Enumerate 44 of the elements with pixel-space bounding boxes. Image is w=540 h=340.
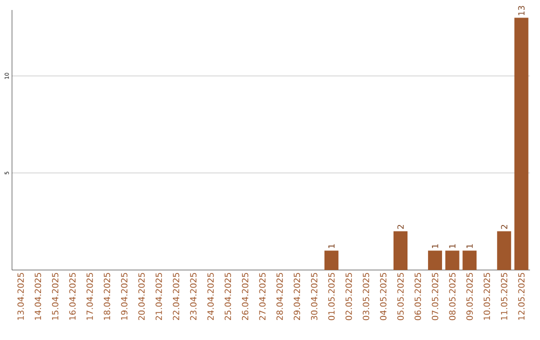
x-tick-label: 28.04.2025	[276, 272, 283, 320]
x-tick-label: 03.05.2025	[362, 272, 370, 320]
x-tick-label: 05.05.2025	[397, 272, 404, 320]
data-label: 1	[432, 244, 438, 248]
data-label: 1	[466, 244, 473, 248]
x-tick-label: 02.05.2025	[346, 272, 352, 320]
x-tick-label: 18.04.2025	[104, 272, 110, 320]
bar	[324, 250, 338, 270]
x-tick-label: 23.04.2025	[190, 272, 197, 320]
x-tick-label: 13.04.2025	[17, 272, 24, 320]
bar	[445, 250, 460, 270]
bar	[497, 231, 512, 270]
x-tick-label: 27.04.2025	[259, 272, 266, 320]
x-tick-label: 30.04.2025	[310, 272, 318, 320]
x-tick-label: 25.04.2025	[224, 272, 232, 320]
data-label: 2	[397, 224, 404, 229]
x-tick-label: 29.04.2025	[294, 272, 300, 320]
x-tick-label: 24.04.2025	[207, 272, 214, 320]
bar	[514, 18, 528, 270]
bar	[394, 231, 408, 270]
x-tick-label: 08.05.2025	[449, 272, 456, 320]
x-tick-label: 22.04.2025	[172, 272, 180, 320]
x-tick-label: 06.05.2025	[414, 272, 421, 320]
x-tick-label: 20.04.2025	[138, 272, 145, 320]
x-tick-label: 10.05.2025	[484, 272, 490, 320]
x-tick-label: 14.04.2025	[34, 272, 42, 320]
data-label: 13	[518, 6, 525, 16]
bar	[428, 250, 442, 270]
x-tick-label: 11.05.2025	[500, 272, 508, 320]
data-label: 2	[500, 224, 508, 229]
data-label: 1	[328, 244, 335, 248]
x-tick-label: 12.05.2025	[518, 272, 525, 320]
data-label: 1	[449, 244, 456, 248]
x-tick-label: 07.05.2025	[432, 272, 438, 320]
x-tick-label: 19.04.2025	[121, 272, 128, 320]
x-tick-label: 16.04.2025	[69, 272, 76, 320]
x-tick-label: 15.04.2025	[52, 272, 58, 320]
x-tick-label: 17.04.2025	[86, 272, 93, 320]
x-tick-label: 01.05.2025	[328, 272, 335, 320]
x-tick-label: 09.05.2025	[466, 272, 473, 320]
x-tick-label: 26.04.2025	[242, 272, 248, 320]
x-tick-label: 04.05.2025	[380, 272, 386, 320]
bar	[462, 250, 477, 270]
x-tick-label: 21.04.2025	[156, 272, 162, 320]
